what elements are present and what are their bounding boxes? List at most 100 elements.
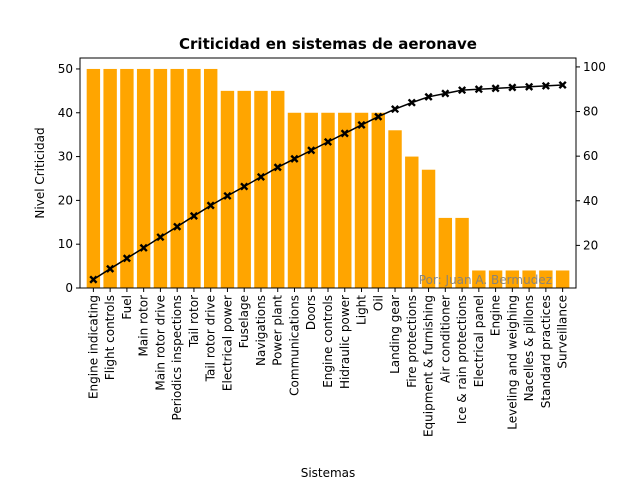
right-tick-label: 100 [583,60,606,74]
bar-7 [187,68,201,288]
left-tick-label: 10 [58,237,73,251]
x-tick-label: Engine indicating [86,295,100,399]
bar-28 [539,270,553,288]
line-point-18 [374,112,383,121]
left-tick-label: 0 [65,281,73,295]
bars-layer [86,68,570,288]
line-point-22 [441,89,450,98]
line-point-9 [223,191,232,200]
x-tick-label: Light [355,295,369,325]
bar-1 [86,68,101,288]
x-tick-label: Flight controls [103,295,117,380]
bar-8 [203,68,218,288]
line-point-28 [541,81,550,90]
x-tick-label: Navigations [254,295,268,366]
line-point-11 [256,172,266,181]
line-point-21 [424,92,433,101]
x-tick-label: Leveling and weighing [505,295,519,430]
line-point-7 [189,211,198,220]
x-tick-label: Electrical panel [472,295,486,387]
x-tick-label: Doors [304,295,318,330]
line-point-27 [525,82,534,91]
line-point-12 [273,163,282,172]
bar-11 [254,90,268,288]
line-point-23 [458,86,467,95]
left-tick-label: 50 [58,62,73,76]
bar-2 [103,68,117,288]
line-point-25 [491,84,500,93]
bar-16 [338,112,352,288]
line-point-5 [156,233,165,242]
line-point-2 [106,264,115,273]
right-tick-label: 60 [583,149,598,163]
x-tick-label: Engine [489,295,503,336]
watermark: Por: Juan A. Bermudez [419,273,552,287]
bar-13 [287,112,302,288]
bar-25 [488,270,503,288]
x-axis-label: Sistemas [301,466,356,480]
right-tick-label: 40 [583,194,598,208]
x-tick-label: Air conditioner [438,295,452,383]
line-point-24 [474,85,483,94]
bar-15 [321,112,335,288]
x-tick-label: Electrical power [220,295,234,391]
bar-3 [120,68,134,288]
bar-19 [388,130,402,288]
chart-title: Criticidad en sistemas de aeronave [179,35,477,53]
line-point-6 [173,222,182,231]
bar-27 [522,270,536,288]
bar-24 [472,270,486,288]
line-point-19 [390,105,400,114]
x-tick-label: Oil [371,295,385,311]
cumulative-line-layer [89,80,567,284]
x-tick-label: Ice & rain protections [455,295,469,424]
line-point-8 [206,201,215,210]
bar-29 [555,270,570,288]
x-tick-label: Main rotor [137,295,151,357]
x-tick-label: Tail rotor [187,295,201,348]
bar-4 [136,68,151,288]
bar-21 [421,169,436,288]
x-tick-label: Equipment & furnishing [422,295,436,437]
line-point-4 [139,243,148,252]
line-point-29 [558,80,567,90]
bar-9 [220,90,235,288]
right-y-axis: 20 40 60 80 100 [576,60,606,252]
bar-10 [237,90,251,288]
line-point-1 [89,275,98,284]
bar-22 [438,217,453,288]
line-point-3 [122,254,131,263]
right-tick-label: 20 [583,238,598,252]
bar-20 [405,156,419,288]
line-point-10 [240,182,249,191]
left-y-axis: 0 10 20 30 40 50 [58,62,80,295]
line-point-17 [357,120,366,129]
line-point-26 [508,83,517,92]
x-tick-label: Tail rotor drive [204,295,218,382]
bar-23 [455,217,469,288]
y-axis-label: Nivel Criticidad [33,127,47,218]
x-tick-label: Power plant [271,295,285,366]
bar-12 [271,90,285,288]
x-tick-label: Surveillance [556,295,570,369]
x-axis: Engine indicating Flight controls Fuel Main… [86,288,570,437]
x-tick-label: Periodics inspections [170,295,184,420]
line-point-20 [407,98,416,107]
left-tick-label: 20 [58,193,73,207]
bar-18 [371,112,385,288]
line-point-14 [307,146,316,155]
line-point-16 [340,129,349,138]
bar-26 [505,270,520,288]
bar-14 [304,112,318,288]
x-tick-label: Fuel [120,295,134,320]
x-tick-label: Fire protections [405,295,419,388]
right-tick-label: 80 [583,105,598,119]
x-tick-label: Landing gear [388,295,402,374]
bar-17 [354,112,369,288]
bar-5 [153,68,168,288]
bar-6 [170,68,184,288]
line-point-13 [290,154,299,163]
x-tick-label: Main rotor drive [153,295,167,391]
x-tick-label: Engine controls [321,295,335,388]
